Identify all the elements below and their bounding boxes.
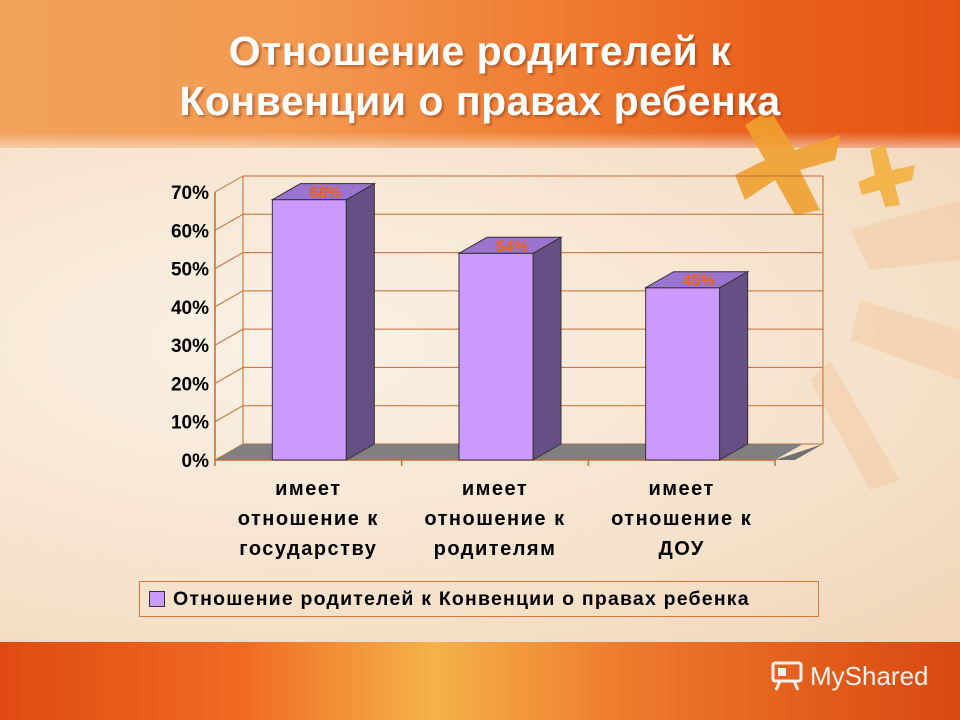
y-tick-label: 50% xyxy=(171,260,209,281)
bar xyxy=(457,236,563,461)
chart-legend: Отношение родителей к Конвенции о правах… xyxy=(139,581,819,617)
legend-label: Отношение родителей к Конвенции о правах… xyxy=(173,587,750,610)
title-line-2: Конвенции о правах ребенка xyxy=(179,78,781,124)
x-category-label: имеет отношение к родителям xyxy=(424,478,565,560)
gridline-side xyxy=(214,252,244,270)
y-tick-label: 0% xyxy=(182,451,210,472)
bar-side xyxy=(345,182,375,461)
gridline-side xyxy=(214,328,244,346)
bar xyxy=(270,182,377,461)
x-category-label: имеет отношение к государству xyxy=(238,478,379,560)
y-tick-label: 10% xyxy=(171,413,209,434)
bar-side xyxy=(532,236,562,461)
bar-front xyxy=(458,252,534,461)
legend-swatch xyxy=(149,591,165,607)
y-tick-label: 40% xyxy=(171,298,209,319)
header-band xyxy=(0,0,960,148)
data-label: 54% xyxy=(496,238,528,255)
bar-top xyxy=(643,271,750,289)
bar-top xyxy=(457,236,563,254)
x-category-label: имеет отношение к ДОУ xyxy=(611,478,752,560)
watermark-text: MyShared xyxy=(810,660,929,691)
y-tick-label: 60% xyxy=(171,221,209,242)
gridline-side xyxy=(214,290,244,308)
bar-front xyxy=(271,199,347,461)
bar-front xyxy=(645,287,721,461)
gridline-side xyxy=(214,175,244,193)
bar xyxy=(643,270,750,461)
y-tick-label: 70% xyxy=(171,183,209,204)
data-label: 45% xyxy=(683,273,715,290)
watermark-logo: MyShared xyxy=(770,656,929,696)
gridline-side xyxy=(214,213,244,231)
y-tick-label: 30% xyxy=(171,336,209,357)
y-tick-label: 20% xyxy=(171,374,209,395)
gridline-side xyxy=(214,366,244,384)
slide-title: Отношение родителей к Конвенции о правах… xyxy=(0,26,960,126)
chart-floor-edge xyxy=(775,444,823,460)
title-line-1: Отношение родителей к xyxy=(228,28,732,74)
presentation-board-icon xyxy=(771,661,803,691)
bar-side xyxy=(719,270,749,461)
gridline-side xyxy=(214,405,244,423)
bar-top xyxy=(270,183,377,201)
data-label: 68% xyxy=(309,185,341,202)
